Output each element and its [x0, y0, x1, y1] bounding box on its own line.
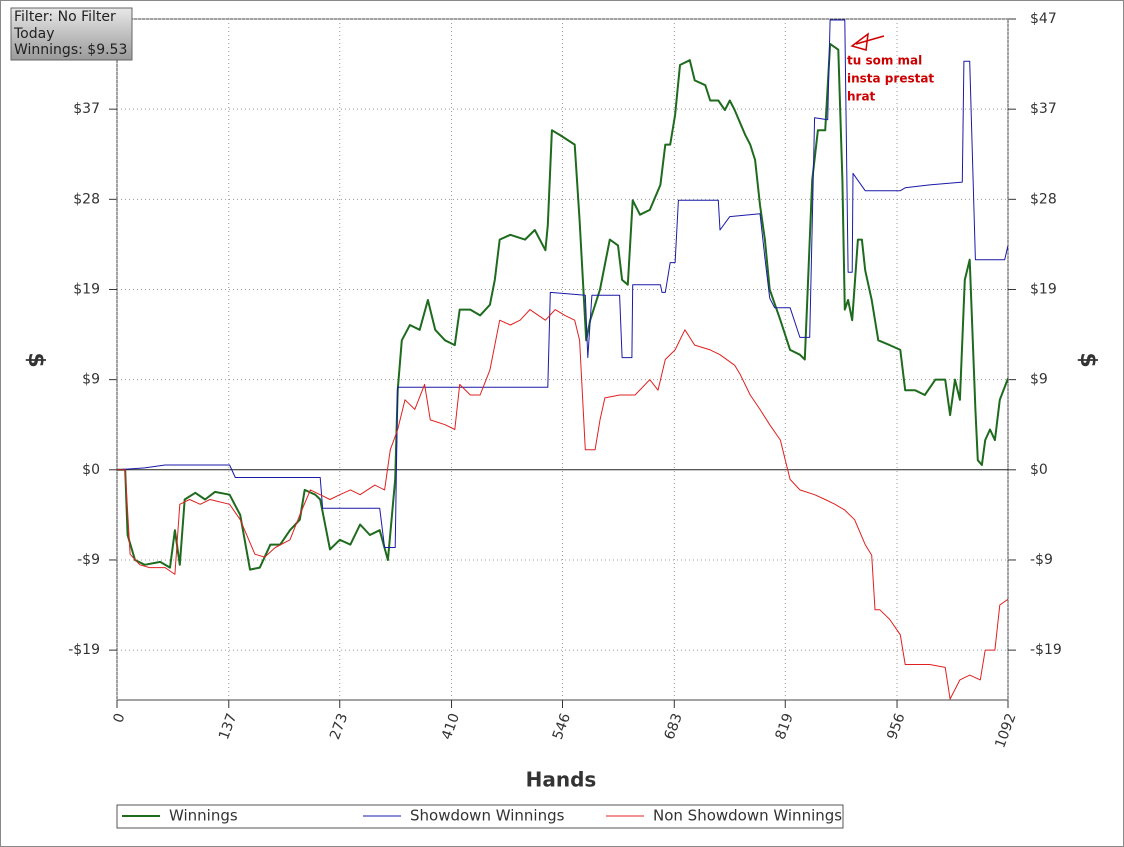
legend-label: Non Showdown Winnings [653, 807, 842, 825]
y-tick-label: -$19 [1030, 642, 1062, 658]
y-tick-label: $28 [73, 191, 100, 207]
info-text: Today [13, 26, 55, 42]
info-text: Winnings: $9.53 [14, 42, 127, 58]
legend-label: Showdown Winnings [410, 807, 565, 825]
annotation: insta prestat [847, 72, 934, 86]
y-tick-label: -$9 [1030, 552, 1053, 568]
y-tick-label: -$19 [68, 642, 100, 658]
y-tick-label: $37 [1030, 101, 1057, 117]
annotation: tu som mal [847, 54, 922, 68]
annotation-arrow [850, 32, 885, 51]
x-axis-label: Hands [526, 768, 597, 792]
y-tick-label: -$9 [77, 552, 100, 568]
y-tick-label: $37 [73, 101, 100, 117]
info-box [10, 7, 133, 61]
annotation: hrat [847, 90, 876, 104]
series-line [117, 19, 1008, 548]
y-axis-label: $ [1075, 352, 1100, 367]
y-tick-label: $19 [1030, 281, 1057, 297]
y-tick-label: $0 [1030, 462, 1048, 478]
y-axis-label: $ [23, 352, 48, 367]
y-tick-label: $0 [82, 462, 100, 478]
y-tick-label: $19 [73, 281, 100, 297]
y-tick-label: $28 [1030, 191, 1057, 207]
y-tick-label: $47 [1030, 11, 1057, 27]
info-text: Filter: No Filter [14, 9, 116, 25]
legend-label: Winnings [169, 807, 238, 825]
series-line [117, 42, 1008, 571]
legend [116, 804, 844, 829]
series-line [117, 309, 1008, 700]
y-tick-label: $9 [1030, 372, 1048, 388]
y-tick-label: $9 [82, 372, 100, 388]
